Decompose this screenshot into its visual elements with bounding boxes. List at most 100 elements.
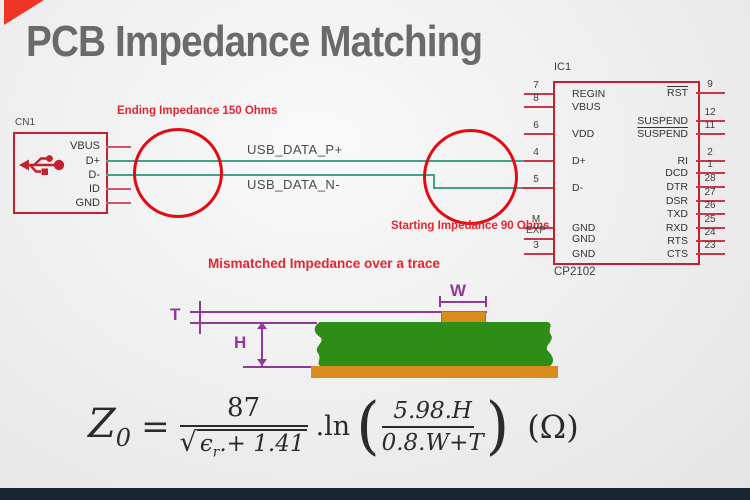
footer-bar [0, 488, 750, 500]
ic-pin-number: 24 [704, 227, 716, 238]
ic-pin-stub [696, 92, 725, 94]
formula-unit-ohms: (Ω) [527, 407, 579, 446]
usb-trident-icon [19, 155, 65, 175]
ic-pin-stub [524, 133, 553, 135]
starting-impedance-label: Starting Impedance 90 Ohms [391, 220, 550, 232]
formula-fraction-2: 5.98.H 0.8.W+T [381, 397, 484, 456]
ic-pin-stub [524, 238, 553, 240]
trace-label-n: USB_DATA_N- [247, 177, 341, 192]
connector-ref: CN1 [15, 117, 36, 128]
wire-stub [106, 188, 131, 190]
ic-pin-name: D+ [572, 155, 586, 167]
ending-impedance-circle [133, 128, 223, 218]
mismatch-caption: Mismatched Impedance over a trace [208, 256, 440, 271]
dim-t-top-line [190, 311, 487, 313]
copper-ground-plane [311, 366, 558, 378]
ic-pin-number: 26 [704, 200, 716, 211]
pcb-substrate [314, 322, 554, 366]
ic-pin-number: 23 [704, 240, 716, 251]
ic-pin-number: 7 [533, 80, 539, 91]
ic-pin-stub [696, 213, 725, 215]
formula-numerator-1: 87 [227, 393, 261, 423]
dim-t-tick [199, 301, 201, 334]
ic-pin-stub [524, 93, 553, 95]
connector-pin-label: D- [88, 169, 100, 181]
formula-ln-operator: .ln [315, 411, 351, 443]
dim-t-bottom-line [190, 322, 317, 324]
ic-pin-name: VDD [572, 128, 595, 140]
ic-pin-number: 8 [533, 93, 539, 104]
ic-pin-name: RXD [665, 222, 688, 234]
ic-pin-name: RST [667, 87, 688, 99]
ic-pin-stub [696, 240, 725, 242]
ic-pin-name: REGIN [572, 88, 606, 100]
sqrt-sign: √ [179, 427, 197, 458]
radicand: ϵr.+ 1.41 [196, 429, 308, 461]
ic-pin-number: 1 [707, 159, 713, 170]
formula-z0: Z0 [88, 401, 132, 453]
fraction-bar [381, 425, 474, 428]
dim-w-line [439, 301, 487, 303]
ic-pin-name: GND [572, 222, 596, 234]
ic-pin-number: 4 [533, 147, 539, 158]
trace-usb-data-n [106, 174, 435, 176]
ic-pin-stub [524, 187, 553, 189]
ic-pin-number: 28 [704, 173, 716, 184]
ic-pin-stub [524, 227, 553, 229]
dim-h-arrow-down [257, 359, 267, 366]
dim-t-label: T [170, 305, 181, 324]
ic-pin-number: 5 [533, 174, 539, 185]
ending-impedance-label: Ending Impedance 150 Ohms [117, 105, 278, 117]
ic-pin-number: 27 [704, 187, 716, 198]
formula-numerator-2: 5.98.H [393, 397, 472, 424]
ic-pin-name: GND [572, 248, 596, 260]
formula-equals: = [141, 406, 170, 447]
formula-denominator-1: √ ϵr.+ 1.41 [180, 429, 308, 461]
dim-h-arrow-up [257, 322, 267, 329]
connector-pin-label: GND [75, 197, 100, 209]
ic-pin-stub [696, 120, 725, 122]
ic-pin-name: D- [572, 182, 584, 194]
ic-pin-number: M [531, 214, 541, 225]
connector-pin-label: D+ [85, 155, 100, 167]
ic-pin-stub [524, 253, 553, 255]
trace-usb-data-p [106, 160, 525, 162]
ic-pin-number: EXP [525, 225, 546, 236]
dim-w-label: W [450, 281, 467, 300]
wire-stub [106, 202, 131, 204]
ic-pin-name: DCD [665, 167, 688, 179]
ic-pin-number: 11 [704, 120, 716, 131]
ic-pin-stub [696, 200, 725, 202]
ic-pin-number: 3 [533, 240, 539, 251]
page-title: PCB Impedance Matching [26, 17, 483, 66]
ic-pin-name: TXD [667, 208, 688, 220]
ic-pin-name: DTR [666, 181, 688, 193]
ic-pin-stub [696, 133, 725, 135]
starting-impedance-circle [423, 129, 518, 225]
close-paren: ) [485, 389, 510, 464]
ic-pin-name: GND [572, 233, 596, 245]
trace-label-p: USB_DATA_P+ [247, 142, 343, 157]
impedance-formula: Z0 = 87 √ ϵr.+ 1.41 .ln ( 5.98.H 0.8.W+T … [88, 393, 579, 461]
ic-pin-name: CTS [667, 248, 688, 260]
ic-pin-number: 2 [707, 147, 713, 158]
ic-pin-stub [696, 172, 725, 174]
ic-pin-number: 12 [704, 107, 716, 118]
ic-pin-number: 6 [533, 120, 539, 131]
ic-pin-stub [524, 160, 553, 162]
fraction-bar [179, 425, 308, 427]
open-paren: ( [356, 389, 380, 464]
ic-ref: IC1 [554, 61, 572, 73]
ic-pin-name: SUSPEND [637, 128, 688, 140]
ic-pin-number: 9 [707, 79, 713, 90]
dim-h-label: H [234, 333, 247, 352]
ic-pin-stub [696, 160, 725, 162]
ic-pin-name: SUSPEND [637, 115, 688, 127]
ic-pin-stub [696, 186, 725, 188]
ic-pin-name: RTS [667, 235, 688, 247]
ic-pin-name: DSR [665, 195, 688, 207]
dim-h-line [261, 324, 263, 366]
ic-pin-stub [696, 253, 725, 255]
ic-pin-number: 25 [704, 214, 716, 225]
